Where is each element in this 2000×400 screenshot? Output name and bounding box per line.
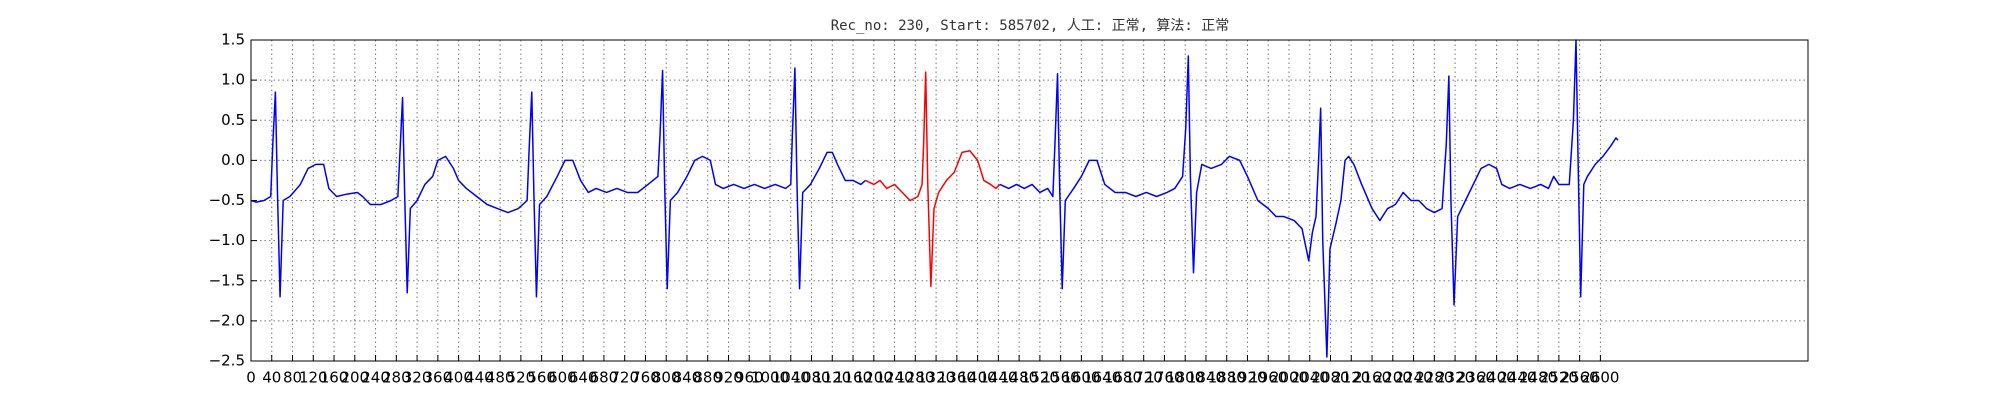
y-tick-label: −2.5 <box>209 352 245 370</box>
x-tick-label: 2160 <box>1353 369 1391 387</box>
x-tick-label: 1720 <box>1125 369 1163 387</box>
x-tick-label: 1200 <box>855 369 893 387</box>
x-tick-label: 160 <box>320 369 349 387</box>
x-tick-label: 600 <box>548 369 577 387</box>
x-tick-label: 2120 <box>1332 369 1370 387</box>
x-tick-label: 1120 <box>813 369 851 387</box>
x-tick-label: 1560 <box>1042 369 1080 387</box>
x-tick-label: 2080 <box>1311 369 1349 387</box>
x-tick-label: 2520 <box>1540 369 1578 387</box>
plot-frame <box>250 39 1809 362</box>
x-tick-label: 280 <box>382 369 411 387</box>
signal-line <box>999 39 1619 358</box>
x-tick-label: 440 <box>465 369 494 387</box>
x-tick-label: 960 <box>735 369 764 387</box>
y-tick-label: −2.0 <box>209 311 245 329</box>
x-tick-label: 400 <box>444 369 473 387</box>
x-tick-label: 520 <box>507 369 536 387</box>
y-tick-label: 0.5 <box>221 111 245 129</box>
y-tick-label: −0.5 <box>209 191 245 209</box>
chart-title: Rec_no: 230, Start: 585702, 人工: 正常, 算法: … <box>831 18 1230 34</box>
x-tick-label: 0 <box>246 369 256 387</box>
x-tick-label: 560 <box>527 369 556 387</box>
x-tick-label: 360 <box>424 369 453 387</box>
y-tick-label: 1.5 <box>221 31 245 49</box>
x-tick-label: 2280 <box>1415 369 1453 387</box>
x-tick-label: 1160 <box>834 369 872 387</box>
y-tick-label: −1.5 <box>209 271 245 289</box>
signal-line <box>865 71 1001 288</box>
x-tick-label: 2040 <box>1291 369 1329 387</box>
x-tick-label: 1840 <box>1187 369 1225 387</box>
x-tick-label: 2400 <box>1478 369 1516 387</box>
signal-line <box>250 67 866 298</box>
x-tick-label: 2240 <box>1394 369 1432 387</box>
x-tick-label: 1600 <box>1062 369 1100 387</box>
x-tick-label: 2480 <box>1519 369 1557 387</box>
x-tick-label: 1040 <box>772 369 810 387</box>
x-tick-label: 2560 <box>1561 369 1599 387</box>
x-tick-label: 1320 <box>917 369 955 387</box>
x-tick-label: 840 <box>673 369 702 387</box>
x-tick-label: 640 <box>569 369 598 387</box>
x-tick-label: 2600 <box>1581 369 1619 387</box>
x-tick-label: 320 <box>403 369 432 387</box>
x-tick-label: 80 <box>283 369 302 387</box>
x-tick-label: 40 <box>262 369 281 387</box>
x-tick-label: 1000 <box>751 369 789 387</box>
x-tick-label: 1400 <box>959 369 997 387</box>
x-tick-label: 120 <box>299 369 328 387</box>
x-tick-label: 1280 <box>896 369 934 387</box>
x-tick-label: 760 <box>631 369 660 387</box>
y-tick-label: 1.0 <box>221 71 245 89</box>
x-tick-label: 200 <box>340 369 369 387</box>
x-tick-label: 1520 <box>1021 369 1059 387</box>
x-tick-label: 720 <box>610 369 639 387</box>
x-tick-label: 2200 <box>1374 369 1412 387</box>
x-tick-label: 680 <box>590 369 619 387</box>
x-tick-label: 1240 <box>875 369 913 387</box>
x-tick-label: 1360 <box>938 369 976 387</box>
x-tick-label: 800 <box>652 369 681 387</box>
x-tick-label: 1480 <box>1000 369 1038 387</box>
x-tick-label: 1440 <box>979 369 1017 387</box>
x-tick-label: 2440 <box>1498 369 1536 387</box>
x-tick-label: 880 <box>693 369 722 387</box>
y-tick-label: 0.0 <box>221 151 245 169</box>
x-tick-label: 480 <box>486 369 515 387</box>
x-tick-label: 1920 <box>1228 369 1266 387</box>
x-tick-label: 1880 <box>1208 369 1246 387</box>
x-tick-label: 1080 <box>792 369 830 387</box>
x-tick-label: 1960 <box>1249 369 1287 387</box>
x-tick-label: 1640 <box>1083 369 1121 387</box>
x-tick-label: 2000 <box>1270 369 1308 387</box>
x-tick-label: 1800 <box>1166 369 1204 387</box>
x-tick-label: 240 <box>361 369 390 387</box>
x-tick-label: 1680 <box>1104 369 1142 387</box>
x-tick-label: 1760 <box>1145 369 1183 387</box>
x-tick-label: 920 <box>714 369 743 387</box>
x-tick-label: 2320 <box>1436 369 1474 387</box>
x-tick-label: 2360 <box>1457 369 1495 387</box>
y-tick-label: −1.0 <box>209 231 245 249</box>
